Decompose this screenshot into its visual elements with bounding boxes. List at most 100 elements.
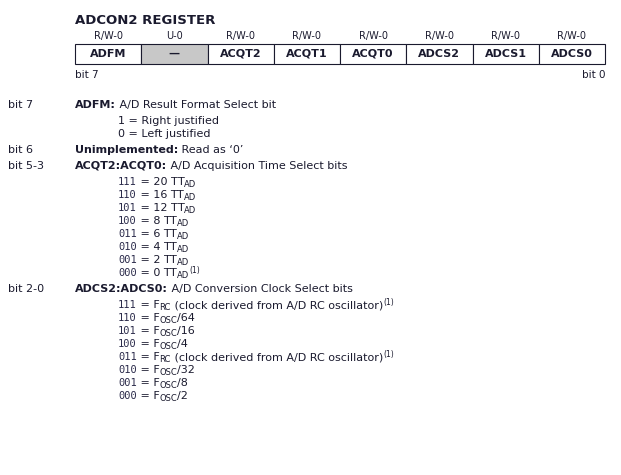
Text: A/D Acquisition Time Select bits: A/D Acquisition Time Select bits — [167, 161, 348, 171]
Bar — [473, 44, 539, 64]
Text: R/W-0: R/W-0 — [226, 31, 255, 41]
Text: RC: RC — [160, 303, 171, 312]
Text: OSC: OSC — [160, 381, 177, 390]
Text: bit 5-3: bit 5-3 — [8, 161, 44, 171]
Text: 100: 100 — [118, 339, 137, 349]
Text: ADCS2: ADCS2 — [419, 49, 460, 59]
Text: 0 = Left justified: 0 = Left justified — [118, 129, 211, 139]
Text: = F: = F — [137, 300, 160, 310]
Text: 001: 001 — [118, 255, 137, 265]
Text: OSC: OSC — [160, 316, 177, 325]
Text: T: T — [178, 203, 184, 213]
Text: 011: 011 — [118, 352, 137, 362]
Text: 010: 010 — [118, 242, 137, 252]
Text: OSC: OSC — [160, 368, 177, 377]
Text: R/W-0: R/W-0 — [292, 31, 322, 41]
Text: 110: 110 — [118, 190, 137, 200]
Text: AD: AD — [177, 245, 189, 254]
Text: 1 = Right justified: 1 = Right justified — [118, 116, 219, 126]
Text: ADCS0: ADCS0 — [551, 49, 593, 59]
Text: (clock derived from A/D RC oscillator): (clock derived from A/D RC oscillator) — [171, 300, 383, 310]
Text: OSC: OSC — [160, 342, 177, 351]
Text: = 12 T: = 12 T — [137, 203, 178, 213]
Text: ACQT2: ACQT2 — [220, 49, 261, 59]
Text: AD: AD — [177, 271, 189, 280]
Text: T: T — [171, 242, 177, 252]
Text: T: T — [171, 255, 177, 265]
Text: AD: AD — [184, 193, 196, 202]
Text: T: T — [178, 190, 184, 200]
Text: = F: = F — [137, 365, 160, 375]
Text: T: T — [170, 229, 177, 239]
Text: (clock derived from A/D RC oscillator): (clock derived from A/D RC oscillator) — [171, 352, 383, 362]
Text: = 6 T: = 6 T — [137, 229, 170, 239]
Text: bit 6: bit 6 — [8, 145, 33, 155]
Text: = 8 T: = 8 T — [137, 216, 171, 226]
Bar — [539, 44, 605, 64]
Text: ADCON2 REGISTER: ADCON2 REGISTER — [75, 14, 215, 27]
Text: = F: = F — [137, 352, 160, 362]
Text: AD: AD — [177, 258, 189, 267]
Text: (1): (1) — [189, 266, 200, 275]
Text: Read as ‘0’: Read as ‘0’ — [178, 145, 243, 155]
Text: 111: 111 — [118, 177, 137, 187]
Bar — [207, 44, 274, 64]
Text: = 16 T: = 16 T — [137, 190, 178, 200]
Text: 000: 000 — [118, 268, 137, 278]
Bar — [141, 44, 207, 64]
Text: /8: /8 — [177, 378, 188, 388]
Text: 011: 011 — [118, 229, 137, 239]
Text: 110: 110 — [118, 313, 137, 323]
Text: /16: /16 — [177, 326, 195, 336]
Text: = F: = F — [137, 313, 160, 323]
Text: bit 0: bit 0 — [581, 70, 605, 80]
Text: (1): (1) — [383, 298, 394, 307]
Text: ACQT1: ACQT1 — [286, 49, 328, 59]
Text: ACQT0: ACQT0 — [352, 49, 394, 59]
Text: R/W-0: R/W-0 — [491, 31, 520, 41]
Text: 010: 010 — [118, 365, 137, 375]
Text: ADCS1: ADCS1 — [484, 49, 527, 59]
Text: /64: /64 — [177, 313, 195, 323]
Text: AD: AD — [184, 206, 196, 215]
Bar — [406, 44, 473, 64]
Text: = F: = F — [137, 339, 160, 349]
Text: R/W-0: R/W-0 — [558, 31, 586, 41]
Text: 001: 001 — [118, 378, 137, 388]
Text: ADFM: ADFM — [90, 49, 126, 59]
Text: ACQT2:ACQT0:: ACQT2:ACQT0: — [75, 161, 167, 171]
Text: = F: = F — [137, 378, 160, 388]
Text: = F: = F — [137, 326, 160, 336]
Text: = 20 T: = 20 T — [137, 177, 178, 187]
Text: = 2 T: = 2 T — [137, 255, 171, 265]
Text: 111: 111 — [118, 300, 137, 310]
Text: 000: 000 — [118, 391, 137, 401]
Text: ADFM:: ADFM: — [75, 100, 116, 110]
Text: ADCS2:ADCS0:: ADCS2:ADCS0: — [75, 284, 168, 294]
Text: /32: /32 — [177, 365, 195, 375]
Text: 100: 100 — [118, 216, 137, 226]
Text: AD: AD — [177, 232, 189, 241]
Text: U-0: U-0 — [166, 31, 183, 41]
Text: OSC: OSC — [160, 329, 177, 338]
Text: 101: 101 — [118, 203, 137, 213]
Text: bit 7: bit 7 — [75, 70, 99, 80]
Text: T: T — [178, 177, 184, 187]
Text: A/D Conversion Clock Select bits: A/D Conversion Clock Select bits — [168, 284, 353, 294]
Text: AD: AD — [184, 180, 196, 189]
Bar — [75, 44, 141, 64]
Text: = 0 T: = 0 T — [137, 268, 170, 278]
Text: (1): (1) — [383, 350, 394, 359]
Text: = F: = F — [137, 391, 160, 401]
Text: /2: /2 — [177, 391, 188, 401]
Text: = 4 T: = 4 T — [137, 242, 171, 252]
Text: A/D Result Format Select bit: A/D Result Format Select bit — [116, 100, 276, 110]
Bar — [274, 44, 340, 64]
Text: —: — — [169, 49, 180, 59]
Text: R/W-0: R/W-0 — [425, 31, 454, 41]
Text: AD: AD — [177, 219, 189, 228]
Text: RC: RC — [160, 355, 171, 364]
Text: T: T — [171, 216, 177, 226]
Bar — [340, 44, 406, 64]
Text: R/W-0: R/W-0 — [358, 31, 388, 41]
